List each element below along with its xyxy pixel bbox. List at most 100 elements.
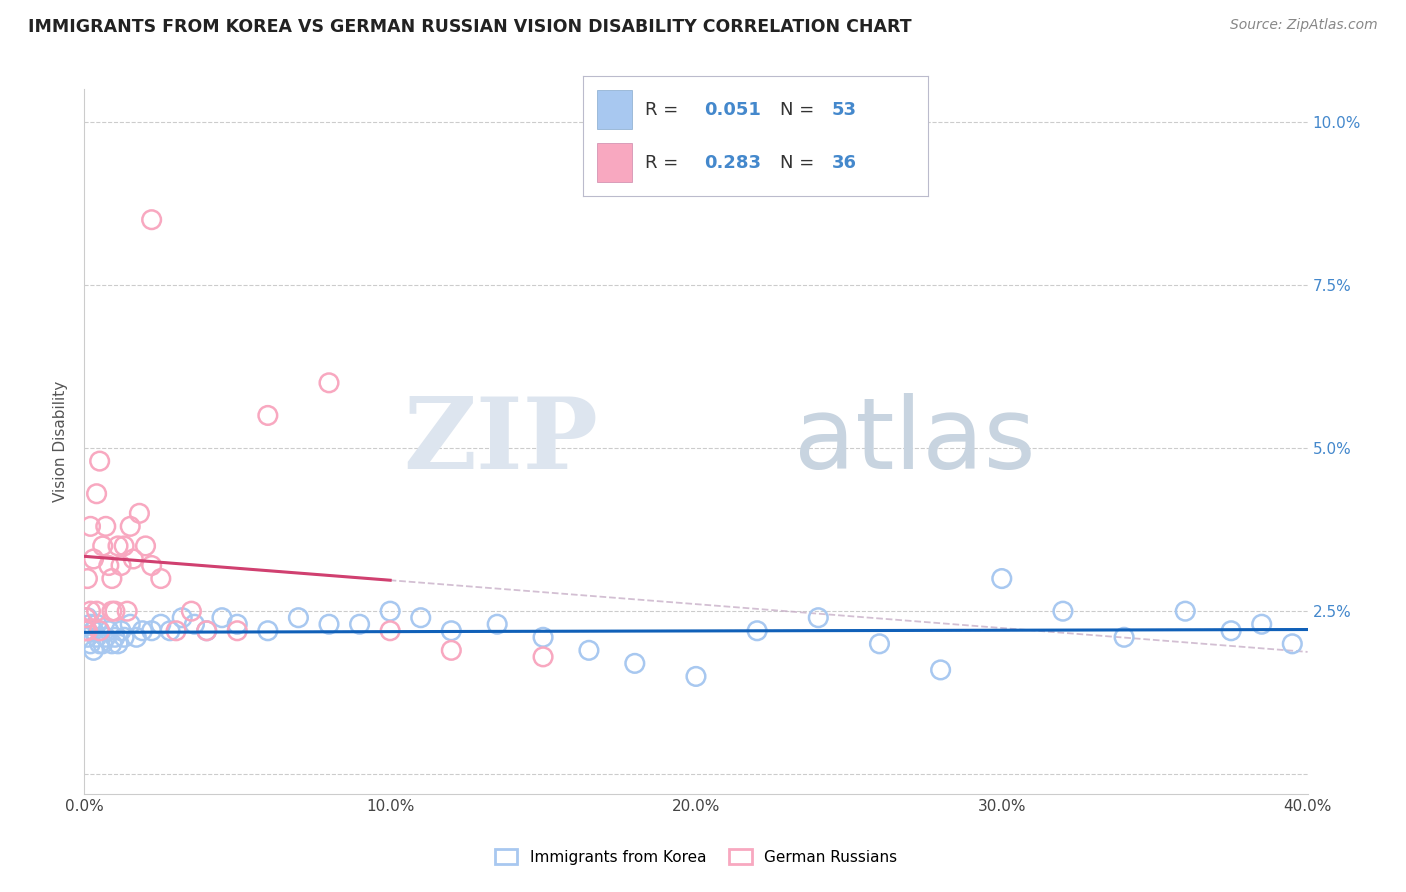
- Point: [104, 604, 127, 618]
- Point: [94, 630, 117, 644]
- Point: [115, 604, 138, 618]
- Point: [149, 572, 172, 586]
- Text: ZIP: ZIP: [404, 393, 598, 490]
- Point: [89, 637, 111, 651]
- Point: [83, 643, 105, 657]
- Point: [149, 617, 172, 632]
- Point: [75, 610, 97, 624]
- Point: [1220, 624, 1243, 638]
- Point: [120, 617, 142, 632]
- Point: [1174, 604, 1197, 618]
- Point: [318, 376, 340, 390]
- Point: [172, 610, 194, 624]
- Point: [1052, 604, 1074, 618]
- Point: [91, 539, 114, 553]
- Point: [685, 669, 707, 683]
- Point: [97, 558, 120, 573]
- Point: [257, 624, 280, 638]
- Point: [101, 604, 124, 618]
- Point: [86, 604, 108, 618]
- Point: [380, 624, 402, 638]
- Point: [991, 572, 1014, 586]
- Bar: [598, 144, 631, 182]
- Point: [1281, 637, 1303, 651]
- Point: [110, 624, 132, 638]
- Point: [75, 624, 97, 638]
- Text: 53: 53: [831, 101, 856, 119]
- Text: Source: ZipAtlas.com: Source: ZipAtlas.com: [1230, 18, 1378, 32]
- Point: [91, 637, 114, 651]
- Point: [531, 649, 554, 664]
- Point: [97, 624, 120, 638]
- Point: [125, 630, 148, 644]
- Point: [747, 624, 769, 638]
- Point: [929, 663, 952, 677]
- Point: [86, 487, 108, 501]
- Point: [112, 630, 135, 644]
- Text: 36: 36: [831, 153, 856, 171]
- Point: [86, 630, 108, 644]
- Text: N =: N =: [780, 101, 820, 119]
- Text: R =: R =: [645, 101, 685, 119]
- Point: [287, 610, 309, 624]
- Point: [195, 624, 218, 638]
- Point: [112, 539, 135, 553]
- Text: IMMIGRANTS FROM KOREA VS GERMAN RUSSIAN VISION DISABILITY CORRELATION CHART: IMMIGRANTS FROM KOREA VS GERMAN RUSSIAN …: [28, 18, 911, 36]
- Point: [79, 637, 101, 651]
- Point: [159, 624, 181, 638]
- Y-axis label: Vision Disability: Vision Disability: [53, 381, 69, 502]
- Point: [165, 624, 187, 638]
- Text: 0.283: 0.283: [704, 153, 761, 171]
- Point: [86, 617, 108, 632]
- Point: [226, 617, 249, 632]
- Point: [83, 552, 105, 566]
- Point: [76, 630, 98, 644]
- Point: [79, 617, 101, 632]
- Point: [89, 624, 111, 638]
- Point: [440, 643, 463, 657]
- Point: [128, 506, 150, 520]
- Point: [183, 617, 205, 632]
- Point: [380, 604, 402, 618]
- Point: [104, 630, 127, 644]
- Point: [349, 617, 371, 632]
- Point: [141, 624, 163, 638]
- Point: [89, 624, 111, 638]
- Point: [76, 624, 98, 638]
- Point: [141, 558, 163, 573]
- Text: N =: N =: [780, 153, 820, 171]
- Legend: Immigrants from Korea, German Russians: Immigrants from Korea, German Russians: [488, 843, 904, 871]
- Point: [94, 519, 117, 533]
- Text: 0.051: 0.051: [704, 101, 761, 119]
- Point: [624, 657, 647, 671]
- Point: [195, 624, 218, 638]
- Point: [101, 572, 124, 586]
- Point: [180, 604, 202, 618]
- Point: [257, 409, 280, 423]
- Text: atlas: atlas: [794, 393, 1035, 490]
- Point: [226, 624, 249, 638]
- Point: [75, 624, 97, 638]
- Point: [318, 617, 340, 632]
- Point: [76, 610, 98, 624]
- Point: [120, 519, 142, 533]
- Point: [79, 519, 101, 533]
- Bar: [598, 90, 631, 128]
- Point: [131, 624, 153, 638]
- Point: [531, 630, 554, 644]
- Point: [807, 610, 830, 624]
- Point: [110, 558, 132, 573]
- Point: [869, 637, 891, 651]
- Point: [440, 624, 463, 638]
- Point: [486, 617, 509, 632]
- Point: [211, 610, 233, 624]
- Point: [83, 624, 105, 638]
- Point: [79, 604, 101, 618]
- Point: [107, 539, 129, 553]
- Point: [89, 454, 111, 468]
- Point: [122, 552, 145, 566]
- Point: [141, 212, 163, 227]
- Point: [409, 610, 432, 624]
- Point: [76, 572, 98, 586]
- Point: [135, 539, 157, 553]
